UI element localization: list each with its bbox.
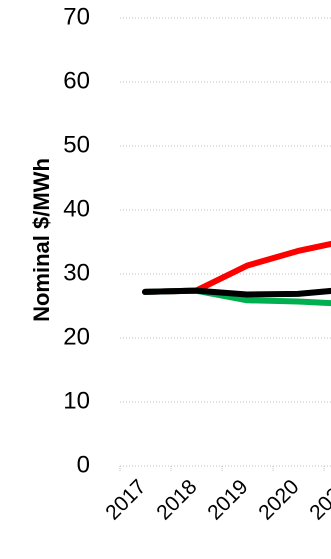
x-tick-label: 2017 — [101, 475, 150, 524]
y-tick-label: 20 — [63, 323, 90, 350]
y-tick-label: 40 — [63, 195, 90, 222]
series-line-1 — [142, 240, 331, 295]
series-line-3 — [142, 287, 331, 298]
y-axis-title: Nominal $/MWh — [29, 158, 54, 322]
y-tick-label: 70 — [63, 3, 90, 30]
y-tick-label: 10 — [63, 387, 90, 414]
x-tick-labels: 2017 2018 2019 2020 2021 — [101, 475, 331, 524]
y-tick-labels: 0 10 20 30 40 50 60 70 — [63, 3, 90, 478]
x-axis — [119, 465, 331, 471]
y-tick-label: 50 — [63, 131, 90, 158]
y-tick-label: 0 — [77, 451, 90, 478]
x-tick-label: 2018 — [152, 475, 201, 524]
y-tick-label: 60 — [63, 67, 90, 94]
y-tick-label: 30 — [63, 259, 90, 286]
gridlines — [120, 17, 331, 403]
x-tick-label: 2020 — [254, 475, 303, 524]
series-lines — [142, 240, 331, 307]
x-tick-label: 2021 — [305, 475, 331, 524]
x-tick-label: 2019 — [203, 475, 252, 524]
